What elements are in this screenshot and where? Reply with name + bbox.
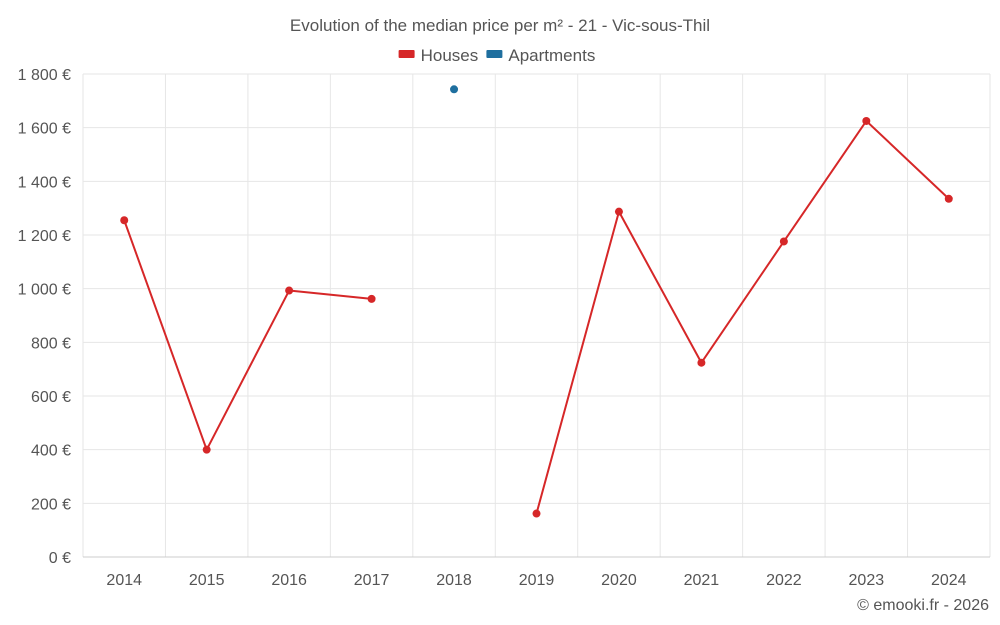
x-tick-label: 2014 [106, 572, 142, 589]
x-tick-label: 2017 [354, 572, 390, 589]
series-layer [120, 85, 953, 518]
y-tick-label: 1 400 € [18, 174, 71, 191]
legend-item[interactable]: Apartments [486, 46, 595, 65]
x-tick-label: 2018 [436, 572, 472, 589]
y-tick-label: 1 200 € [18, 228, 71, 245]
data-point [450, 85, 459, 94]
x-tick-label: 2021 [684, 572, 720, 589]
data-point [202, 445, 211, 454]
x-tick-label: 2023 [849, 572, 885, 589]
data-point [614, 207, 623, 216]
legend-label: Apartments [508, 46, 595, 65]
data-point [779, 237, 788, 246]
data-point [944, 194, 953, 203]
x-tick-label: 2019 [519, 572, 555, 589]
y-tick-label: 800 € [31, 335, 71, 352]
series-apartments [450, 85, 459, 94]
x-tick-label: 2022 [766, 572, 802, 589]
x-tick-label: 2020 [601, 572, 637, 589]
data-point [862, 116, 871, 125]
series-line [535, 119, 950, 514]
x-tick-label: 2016 [271, 572, 307, 589]
chart-title: Evolution of the median price per m² - 2… [290, 16, 710, 35]
legend: Houses Apartments [398, 46, 595, 65]
y-tick-label: 1 000 € [18, 282, 71, 299]
data-point [285, 286, 294, 295]
data-point [120, 216, 129, 225]
y-tick-label: 0 € [49, 550, 71, 567]
axes: 0 € 200 € 400 € 600 € 800 € 1 000 € 1 200 € 1 4… [18, 67, 990, 589]
y-tick-label: 600 € [31, 389, 71, 406]
y-tick-label: 200 € [31, 496, 71, 513]
legend-swatch [398, 50, 415, 58]
x-tick-label: 2024 [931, 572, 967, 589]
credit-text: © emooki.fr - 2026 [857, 597, 989, 614]
y-tick-label: 1 800 € [18, 67, 71, 84]
data-point [367, 294, 376, 303]
legend-swatch [486, 50, 503, 58]
y-tick-label: 400 € [31, 443, 71, 460]
grid [82, 73, 991, 558]
legend-item[interactable]: Houses [398, 46, 479, 65]
legend-label: Houses [421, 46, 479, 65]
series-houses [120, 116, 953, 518]
data-point [532, 509, 541, 518]
x-tick-label: 2015 [189, 572, 225, 589]
y-tick-label: 1 600 € [18, 121, 71, 138]
series-line [123, 219, 372, 451]
data-point [697, 358, 706, 367]
